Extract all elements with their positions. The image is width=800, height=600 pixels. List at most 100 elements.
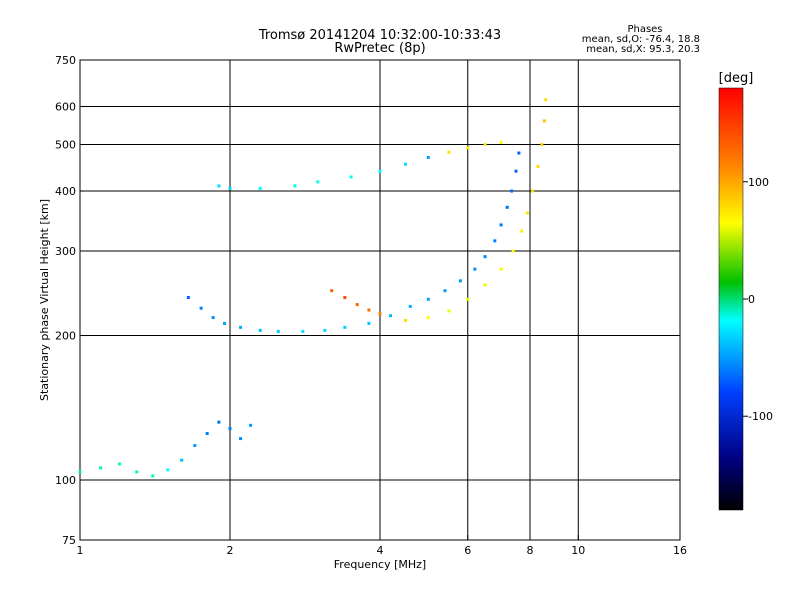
- data-point: [483, 283, 487, 287]
- data-point: [316, 180, 320, 184]
- stats-header: Phases: [627, 24, 662, 35]
- y-tick-label: 600: [55, 101, 76, 114]
- y-tick-label: 200: [55, 330, 76, 343]
- data-point: [205, 432, 209, 436]
- data-point: [228, 186, 232, 190]
- y-tick-label: 500: [55, 139, 76, 152]
- y-axis-label: Stationary phase Virtual Height [km]: [38, 199, 51, 401]
- data-point: [301, 329, 305, 333]
- data-point: [228, 427, 232, 431]
- data-point: [217, 420, 221, 424]
- data-point: [511, 249, 515, 253]
- data-point: [258, 328, 262, 332]
- chart-subtitle: RwPretec (8p): [334, 41, 425, 56]
- data-point: [517, 151, 521, 155]
- x-tick-label: 2: [227, 544, 234, 557]
- data-point: [403, 162, 407, 166]
- data-point: [473, 267, 477, 271]
- data-point: [505, 205, 509, 209]
- data-point: [193, 444, 197, 448]
- colorbar-tick-label: 100: [748, 176, 769, 189]
- x-tick-label: 4: [377, 544, 384, 557]
- data-point: [499, 223, 503, 227]
- data-point: [403, 318, 407, 322]
- y-tick-label: 75: [62, 534, 76, 547]
- data-point: [520, 229, 524, 233]
- data-point: [323, 328, 327, 332]
- data-point: [544, 98, 548, 102]
- data-point: [367, 321, 371, 325]
- colorbar-ticks: 100 0 -100: [743, 176, 773, 423]
- colorbar-tick-label: 0: [748, 293, 755, 306]
- data-point: [493, 239, 497, 243]
- data-point: [540, 143, 544, 147]
- data-point: [378, 312, 382, 316]
- data-point: [389, 314, 393, 318]
- data-point: [217, 184, 221, 188]
- data-point: [499, 140, 503, 144]
- data-point: [525, 211, 529, 215]
- data-point: [447, 150, 451, 154]
- colorbar-tick-label: -100: [748, 410, 773, 423]
- data-point: [531, 189, 535, 193]
- data-point: [443, 289, 447, 293]
- data-point: [223, 321, 227, 325]
- y-tick-label: 300: [55, 245, 76, 258]
- data-point: [199, 306, 203, 310]
- data-point: [542, 119, 546, 123]
- data-point: [276, 329, 280, 333]
- data-point: [466, 297, 470, 301]
- data-point: [78, 470, 82, 474]
- data-point: [447, 309, 451, 313]
- data-point: [483, 143, 487, 147]
- x-tick-label: 1: [77, 544, 84, 557]
- chart-title: Tromsø 20141204 10:32:00-10:33:43: [258, 28, 501, 43]
- data-point: [378, 169, 382, 173]
- colorbar-label: [deg]: [719, 71, 754, 86]
- data-point: [349, 175, 353, 179]
- data-point: [117, 462, 121, 466]
- data-point: [426, 316, 430, 320]
- data-point: [99, 466, 103, 470]
- data-point: [367, 308, 371, 312]
- data-point: [343, 325, 347, 329]
- data-point: [151, 474, 155, 478]
- data-point: [166, 468, 170, 472]
- x-axis-label: Frequency [MHz]: [334, 558, 426, 571]
- y-tick-label: 750: [55, 54, 76, 67]
- data-point: [514, 169, 518, 173]
- y-axis-ticks: 75 100 200 300 400 500 600 750: [55, 54, 85, 547]
- x-tick-label: 6: [464, 544, 471, 557]
- data-point: [483, 255, 487, 259]
- data-point: [211, 316, 215, 320]
- data-point: [499, 267, 503, 271]
- y-tick-label: 100: [55, 474, 76, 487]
- data-point: [510, 189, 514, 193]
- data-point: [458, 279, 462, 283]
- colorbar: [718, 87, 744, 511]
- stats-line-x: mean, sd,X: 95.3, 20.3: [586, 44, 700, 55]
- y-tick-label: 400: [55, 185, 76, 198]
- data-point: [135, 470, 139, 474]
- data-point: [536, 164, 540, 168]
- data-point: [258, 186, 262, 190]
- data-point: [293, 184, 297, 188]
- grid-lines: [80, 60, 680, 540]
- data-point: [408, 304, 412, 308]
- data-points: [78, 98, 548, 478]
- data-point: [239, 325, 243, 329]
- data-point: [355, 303, 359, 307]
- data-point: [426, 155, 430, 159]
- x-tick-label: 16: [673, 544, 687, 557]
- data-point: [239, 437, 243, 441]
- data-point: [186, 296, 190, 300]
- x-tick-label: 8: [527, 544, 534, 557]
- data-point: [249, 423, 253, 427]
- x-axis-ticks: 1 2 4 6 8 10 16: [77, 535, 687, 557]
- data-point: [180, 458, 184, 462]
- data-point: [330, 289, 334, 293]
- data-point: [426, 297, 430, 301]
- stats-line-o: mean, sd,O: -76.4, 18.8: [582, 34, 700, 45]
- data-point: [466, 146, 470, 150]
